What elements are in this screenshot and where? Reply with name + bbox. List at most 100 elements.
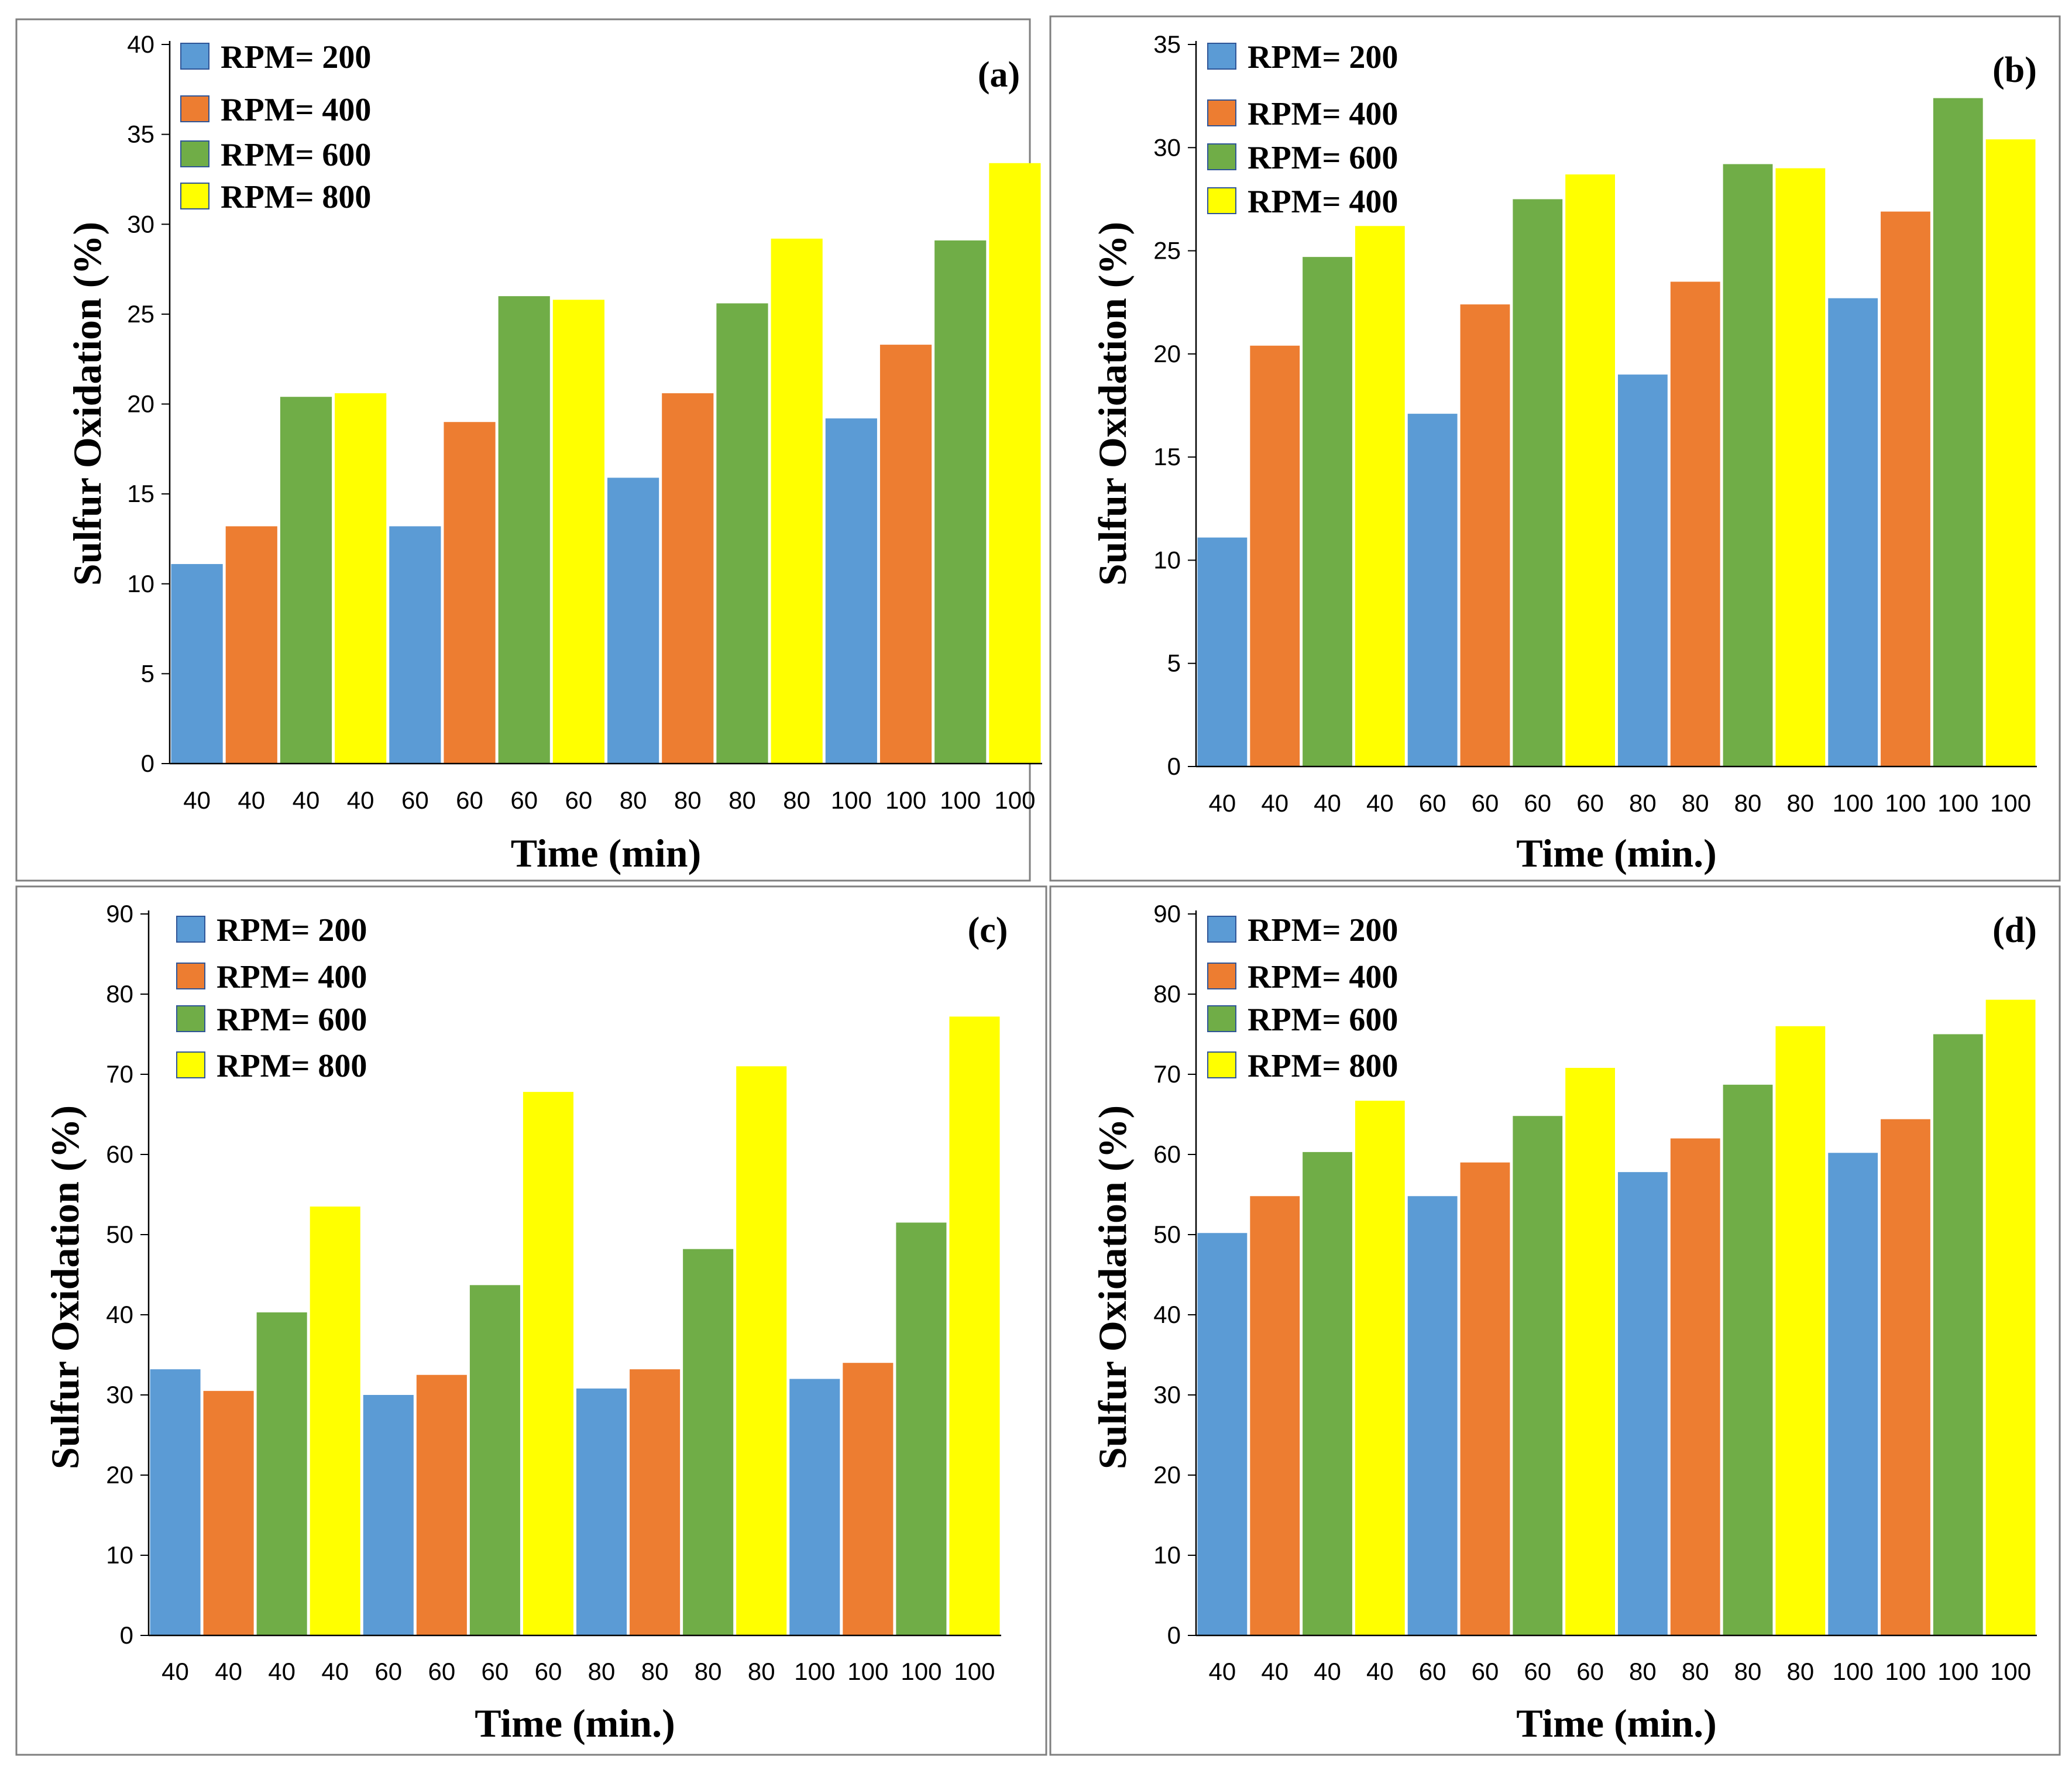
x-tick-label: 80	[1734, 789, 1762, 817]
x-tick-label: 80	[729, 786, 756, 814]
legend-swatch	[1207, 187, 1236, 214]
panel-border	[1049, 885, 2061, 1756]
x-tick-label: 80	[1682, 789, 1709, 817]
x-axis-title: Time (min.)	[1516, 1701, 1717, 1745]
panel-label: (a)	[978, 55, 1020, 95]
panel-label: (b)	[1992, 50, 2037, 90]
bar	[1723, 1084, 1773, 1635]
bar	[896, 1222, 947, 1635]
x-tick-label: 100	[940, 786, 981, 814]
y-tick-label: 10	[106, 1541, 133, 1569]
bar	[1985, 139, 2036, 767]
legend-label: RPM= 400	[1248, 184, 1398, 220]
bar	[1303, 1152, 1352, 1635]
x-tick-label: 40	[1366, 789, 1394, 817]
bar	[843, 1363, 894, 1635]
y-tick-label: 80	[1153, 980, 1181, 1008]
x-tick-label: 60	[535, 1658, 562, 1685]
bar	[335, 393, 387, 764]
y-tick-label: 60	[1153, 1140, 1181, 1168]
bar	[662, 393, 714, 764]
y-tick-label: 0	[1167, 752, 1181, 780]
x-tick-label: 60	[1576, 789, 1604, 817]
x-tick-label: 40	[1314, 789, 1341, 817]
bar	[576, 1388, 627, 1635]
x-tick-label: 100	[1833, 1658, 1874, 1685]
x-tick-label: 80	[1629, 1658, 1657, 1685]
legend-label: RPM= 400	[221, 92, 371, 128]
x-tick-label: 60	[510, 786, 538, 814]
bar	[389, 526, 441, 764]
y-tick-label: 40	[106, 1301, 133, 1328]
y-tick-label: 25	[127, 300, 154, 328]
x-tick-label: 60	[1524, 789, 1551, 817]
chart-panel-c: 0 10 20 30 40 50 60 70 80 90 40 40 40 40 60 60 60 60 80 80 8…	[15, 885, 1047, 1756]
chart-panel-b: 0 5 10 15 20 25 30 35 40 40 40 40 60 60 60 60 80 80 80 80 10…	[1049, 15, 2061, 882]
bar	[225, 526, 277, 764]
legend-label: RPM= 200	[1248, 39, 1398, 75]
x-tick-label: 40	[1209, 789, 1236, 817]
x-tick-label: 60	[1576, 1658, 1604, 1685]
x-tick-label: 40	[1314, 1658, 1341, 1685]
bar	[1881, 211, 1930, 767]
y-tick-label: 20	[127, 390, 154, 418]
y-tick-label: 20	[1153, 1461, 1181, 1489]
y-tick-label: 30	[106, 1381, 133, 1408]
bar	[171, 563, 223, 764]
legend-swatch	[1207, 143, 1236, 170]
legend-swatch	[176, 1005, 205, 1032]
x-tick-label: 40	[268, 1658, 295, 1685]
x-tick-label: 100	[1937, 1658, 1978, 1685]
legend-swatch	[1207, 43, 1236, 70]
y-tick-label: 10	[1153, 1541, 1181, 1569]
y-tick-label: 0	[1167, 1621, 1181, 1649]
x-tick-label: 60	[1419, 1658, 1446, 1685]
bar	[1565, 1068, 1615, 1635]
x-tick-label: 80	[783, 786, 810, 814]
panel-label: (d)	[1992, 910, 2037, 950]
bar	[1513, 1116, 1563, 1635]
y-tick-label: 10	[127, 570, 154, 597]
x-tick-label: 100	[1937, 789, 1978, 817]
bar	[1460, 1162, 1510, 1635]
y-tick-label: 80	[106, 980, 133, 1008]
x-axis-title: Time (min.)	[1516, 831, 1717, 875]
y-tick-label: 90	[106, 900, 133, 927]
y-tick-label: 40	[1153, 1301, 1181, 1328]
bar	[879, 345, 932, 764]
bar	[1670, 1138, 1720, 1635]
bar	[1618, 1172, 1668, 1635]
bar	[1513, 199, 1563, 767]
bar	[1250, 345, 1300, 767]
x-tick-label: 60	[1472, 1658, 1499, 1685]
y-tick-label: 50	[106, 1221, 133, 1248]
y-tick-label: 35	[1153, 30, 1181, 58]
bar	[1881, 1119, 1930, 1635]
bar	[789, 1379, 840, 1635]
legend-swatch	[1207, 1051, 1236, 1078]
x-tick-label: 60	[1472, 789, 1499, 817]
x-tick-label: 40	[1261, 789, 1288, 817]
legend-swatch	[1207, 916, 1236, 943]
x-tick-label: 80	[588, 1658, 616, 1685]
bar	[1250, 1196, 1300, 1635]
chart-panel-d: 0 10 20 30 40 50 60 70 80 90 40 40 40 40 60 60 60 60 80 80 8…	[1049, 885, 2061, 1756]
legend-label: RPM= 200	[221, 39, 371, 75]
x-tick-label: 80	[1786, 1658, 1814, 1685]
y-axis-title: Sulfur Oxidation (%)	[1090, 1105, 1135, 1469]
bar	[716, 303, 768, 764]
y-tick-label: 10	[1153, 546, 1181, 573]
panel-border	[1049, 15, 2061, 882]
x-tick-label: 80	[695, 1658, 722, 1685]
legend-swatch	[176, 916, 205, 943]
legend-swatch	[180, 95, 209, 122]
bar	[444, 422, 496, 764]
bar	[825, 418, 877, 764]
y-tick-label: 20	[106, 1461, 133, 1489]
x-tick-label: 60	[1419, 789, 1446, 817]
bar	[1407, 414, 1458, 767]
x-tick-label: 40	[238, 786, 265, 814]
x-tick-label: 40	[162, 1658, 189, 1685]
y-tick-label: 30	[1153, 1381, 1181, 1408]
y-tick-label: 5	[1167, 649, 1181, 677]
